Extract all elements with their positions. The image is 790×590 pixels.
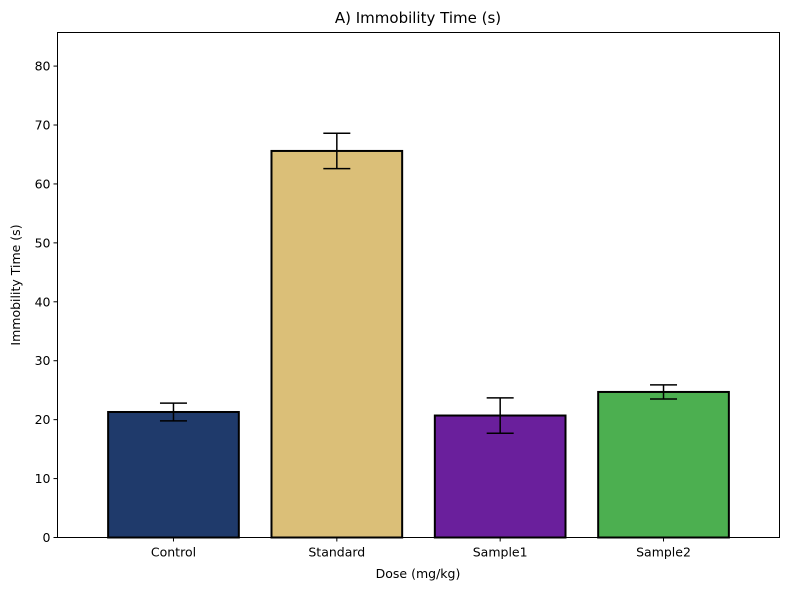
x-tick-label: Control bbox=[151, 545, 196, 560]
y-tick-label: 80 bbox=[35, 59, 51, 74]
y-tick-label: 10 bbox=[35, 471, 51, 486]
bar bbox=[107, 410, 240, 539]
bar bbox=[433, 414, 567, 539]
y-tick-label: 50 bbox=[35, 235, 51, 250]
y-tick-label: 0 bbox=[43, 530, 51, 545]
y-tick-label: 30 bbox=[35, 353, 51, 368]
x-tick-label: Standard bbox=[308, 545, 365, 560]
y-tick-label: 60 bbox=[35, 176, 51, 191]
bar bbox=[597, 390, 730, 539]
y-tick-label: 20 bbox=[35, 412, 51, 427]
x-tick-label: Sample2 bbox=[636, 545, 691, 560]
chart-title: A) Immobility Time (s) bbox=[335, 9, 501, 27]
bar bbox=[270, 149, 404, 539]
plot-area: 0 10 20 30 40 50 60 70 80 Control Standard Sample1 S… bbox=[35, 59, 730, 560]
y-tick-label: 40 bbox=[35, 294, 51, 309]
y-axis-label: Immobility Time (s) bbox=[8, 224, 23, 345]
x-tick-label: Sample1 bbox=[473, 545, 528, 560]
y-tick-label: 70 bbox=[35, 118, 51, 133]
x-axis-label: Dose (mg/kg) bbox=[376, 566, 461, 581]
plot-frame bbox=[57, 32, 780, 538]
